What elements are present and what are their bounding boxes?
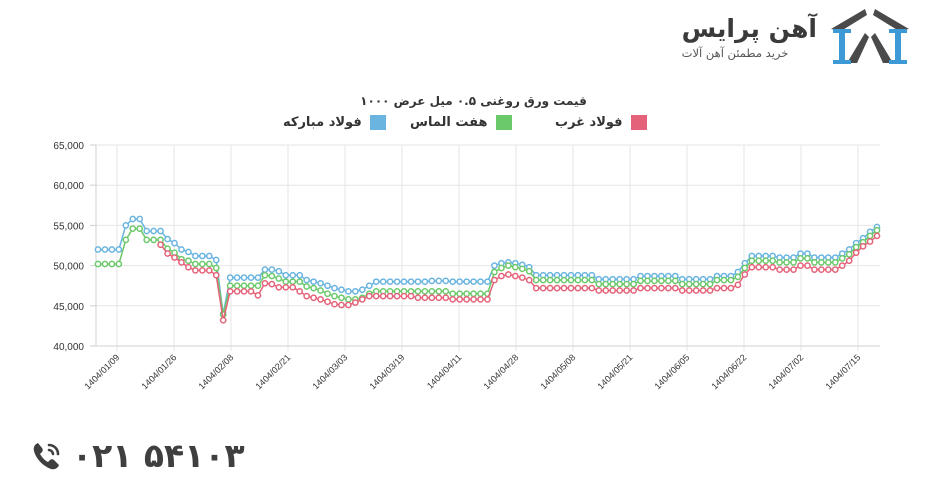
svg-text:1404/04/28: 1404/04/28	[481, 352, 520, 391]
legend-item-foolad-mobarakeh[interactable]: فولاد مبارکه	[283, 115, 386, 130]
legend-label: فولاد مبارکه	[283, 115, 362, 130]
series-2	[157, 232, 881, 324]
svg-text:50,000: 50,000	[53, 262, 84, 273]
svg-text:40,000: 40,000	[53, 342, 84, 353]
svg-text:1404/01/26: 1404/01/26	[139, 352, 178, 391]
legend-label: فولاد غرب	[555, 115, 623, 130]
chart-series	[94, 215, 881, 324]
legend-item-haft-almas[interactable]: هفت الماس	[410, 115, 512, 130]
svg-text:55,000: 55,000	[53, 221, 84, 232]
svg-text:1404/07/15: 1404/07/15	[823, 352, 862, 391]
svg-text:60,000: 60,000	[53, 181, 84, 192]
svg-text:1404/01/09: 1404/01/09	[82, 352, 121, 391]
svg-text:1404/07/02: 1404/07/02	[766, 352, 805, 391]
chart-title: قیمت ورق روغنی ۰.۵ میل عرض ۱۰۰۰	[360, 94, 587, 108]
brand-logo-icon	[831, 9, 909, 64]
phone-number: ۰۲۱ ۵۴۱۰۳	[72, 436, 245, 475]
chart-legend: فولاد غرب هفت الماس فولاد مبارکه	[0, 115, 935, 137]
series-1	[94, 225, 881, 318]
brand-text: آهن پرایس خرید مطمئن آهن آلات	[682, 14, 817, 60]
x-axis: 1404/01/09 1404/01/26 1404/02/08 1404/02/21…	[82, 345, 880, 391]
svg-text:65,000: 65,000	[53, 141, 84, 152]
svg-text:1404/03/19: 1404/03/19	[367, 352, 406, 391]
brand-logo: آهن پرایس خرید مطمئن آهن آلات	[682, 6, 913, 68]
svg-text:1404/04/11: 1404/04/11	[425, 352, 463, 390]
svg-text:1404/05/08: 1404/05/08	[538, 352, 577, 391]
svg-text:1404/03/03: 1404/03/03	[310, 352, 349, 391]
brand-tagline: خرید مطمئن آهن آلات	[681, 46, 789, 60]
legend-swatch	[369, 115, 386, 130]
chart-grid	[96, 144, 880, 351]
svg-text:1404/02/08: 1404/02/08	[196, 352, 235, 391]
series-0	[94, 215, 881, 318]
legend-label: هفت الماس	[410, 115, 488, 130]
phone-contact[interactable]: ۰۲۱ ۵۴۱۰۳	[30, 436, 245, 475]
legend-item-foolad-gharb[interactable]: فولاد غرب	[555, 115, 647, 130]
svg-text:1404/02/21: 1404/02/21	[253, 352, 292, 391]
legend-swatch	[495, 115, 512, 130]
phone-icon	[33, 442, 60, 469]
svg-text:1404/06/22: 1404/06/22	[709, 352, 748, 391]
svg-text:45,000: 45,000	[53, 302, 84, 313]
y-axis: 40,000 45,000 50,000 55,000 60,000 65,000	[53, 141, 97, 353]
legend-swatch	[630, 115, 647, 130]
svg-text:1404/05/21: 1404/05/21	[595, 352, 634, 391]
brand-name: آهن پرایس	[681, 14, 817, 43]
svg-text:1404/06/05: 1404/06/05	[652, 352, 691, 391]
